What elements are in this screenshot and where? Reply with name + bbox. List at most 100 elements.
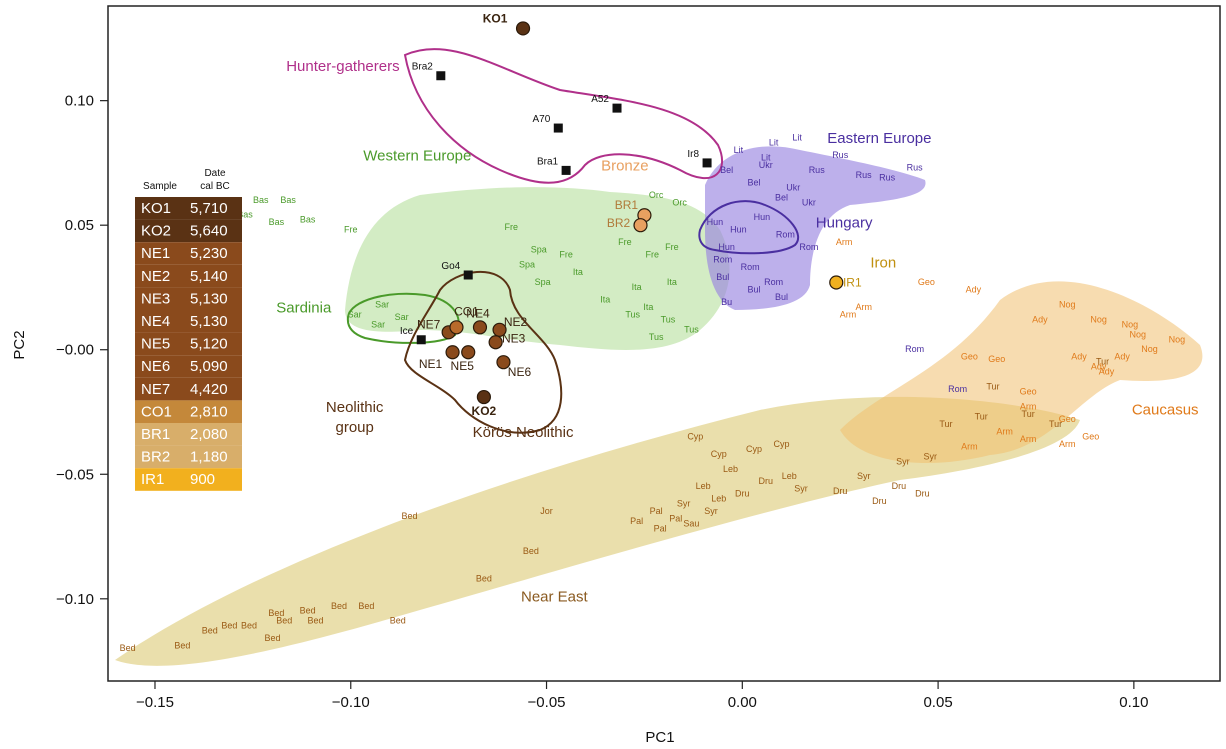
table-sample-cell: IR1 xyxy=(141,471,164,488)
table-row xyxy=(135,468,242,491)
population-point: Rus xyxy=(879,172,896,182)
cluster-regions xyxy=(115,146,1203,666)
population-point: Arm xyxy=(996,426,1013,436)
population-point: Bu xyxy=(721,297,732,307)
hunter-gatherer-marker xyxy=(436,71,446,81)
population-point: Ady xyxy=(1091,362,1107,372)
population-point: Tur xyxy=(1049,419,1062,429)
hunter-gatherer-label: Ir8 xyxy=(687,149,699,160)
neolithic-outline xyxy=(403,270,563,434)
population-point: Bed xyxy=(221,621,237,631)
population-point: Leb xyxy=(696,481,711,491)
population-point: Syr xyxy=(924,451,938,461)
y-axis-label: PC2 xyxy=(11,330,28,359)
ancient-sample-marker xyxy=(496,355,511,370)
population-point: Geo xyxy=(1059,414,1076,424)
x-tick-label: −0.05 xyxy=(528,694,566,711)
population-point: Bed xyxy=(264,633,280,643)
population-point: Rom xyxy=(741,262,760,272)
population-point: Arm xyxy=(836,237,853,247)
ancient-sample-marker xyxy=(633,218,648,233)
ancient-sample-marker xyxy=(449,320,464,335)
table-date-cell: 5,090 xyxy=(190,358,228,375)
population-point: Orc xyxy=(649,190,664,200)
population-point: Bed xyxy=(390,616,406,626)
population-point: Cyp xyxy=(711,449,727,459)
population-point: Ady xyxy=(1114,352,1130,362)
table-row xyxy=(135,355,242,378)
table-sample-cell: NE7 xyxy=(141,381,170,398)
population-point: Bel xyxy=(775,192,788,202)
population-point: Syr xyxy=(677,499,691,509)
table-sample-cell: NE2 xyxy=(141,268,170,285)
region-label: Bronze xyxy=(601,157,649,174)
ancient-sample-marker xyxy=(492,322,507,337)
region-label: Sardinia xyxy=(276,299,332,316)
population-point: Ita xyxy=(667,277,677,287)
x-axis-ticks: −0.15 −0.10 −0.05 0.00 0.05 0.10 xyxy=(136,681,1148,711)
hungary-outline xyxy=(698,200,800,255)
population-point: Syr xyxy=(794,484,808,494)
y-axis-ticks: −0.10 −0.05 −0.00 0.05 0.10 xyxy=(56,93,108,608)
population-point: Lit xyxy=(769,137,779,147)
hunter-gatherer-marker xyxy=(561,165,571,175)
population-point: Spa xyxy=(519,260,535,270)
population-point: Ady xyxy=(966,284,982,294)
population-point: Cyp xyxy=(687,431,703,441)
ancient-sample-label: KO1 xyxy=(483,11,508,25)
region-label: Near East xyxy=(521,588,589,605)
population-point: Nog xyxy=(1059,299,1076,309)
region-label: Hunter-gatherers xyxy=(286,58,399,75)
population-point: Ady xyxy=(1099,367,1115,377)
cluster-outlines xyxy=(346,48,800,434)
population-point: Sar xyxy=(395,312,409,322)
table-date-cell: 2,810 xyxy=(190,403,228,420)
y-tick-label: −0.00 xyxy=(56,342,94,359)
ancient-sample-label: NE1 xyxy=(419,357,443,371)
ancient-sample-marker xyxy=(472,320,488,335)
population-point: Orc xyxy=(672,197,687,207)
population-point: Bed xyxy=(358,601,374,611)
population-point: Fre xyxy=(505,222,519,232)
population-point: Bed xyxy=(523,546,539,556)
region-label: Hungary xyxy=(816,215,873,232)
population-point: Fre xyxy=(646,250,660,260)
population-point: Fre xyxy=(665,242,679,252)
table-date-cell: 5,710 xyxy=(190,200,228,217)
population-point: Geo xyxy=(918,277,935,287)
population-point: Sar xyxy=(375,299,389,309)
population-point: Pal xyxy=(669,514,682,524)
region-label: Neolithic xyxy=(326,399,384,416)
hunter-gatherer-label: Ice xyxy=(400,326,414,337)
table-date-cell: 5,640 xyxy=(190,223,228,240)
ancient-sample-label: BR1 xyxy=(615,198,639,212)
population-point: Bed xyxy=(401,511,417,521)
population-point: Ita xyxy=(632,282,642,292)
table-row xyxy=(135,219,242,243)
population-point: Rom xyxy=(764,277,783,287)
table-sample-cell: CO1 xyxy=(141,403,172,420)
population-point: Rus xyxy=(856,170,873,180)
region-label: Körös Neolithic xyxy=(473,424,574,441)
ancient-sample-label: IR1 xyxy=(843,275,862,289)
table-row xyxy=(135,400,242,423)
population-point: Bas xyxy=(237,210,253,220)
y-tick-label: −0.05 xyxy=(56,466,94,483)
population-point: Geo xyxy=(1082,431,1099,441)
population-point: Arm xyxy=(1020,434,1037,444)
population-point: Syr xyxy=(704,506,718,516)
population-point: Bul xyxy=(775,292,788,302)
population-point: Pal xyxy=(630,516,643,526)
population-point: Arm xyxy=(855,302,872,312)
x-tick-label: 0.05 xyxy=(923,694,952,711)
population-point: Bel xyxy=(748,177,761,187)
hunter-gatherer-marker xyxy=(702,158,712,168)
population-point: Syr xyxy=(857,471,871,481)
population-point: Rus xyxy=(907,162,924,172)
population-point: Spa xyxy=(535,277,551,287)
population-point: Fre xyxy=(559,250,573,260)
table-sample-cell: NE1 xyxy=(141,245,170,262)
table-row xyxy=(135,242,242,265)
table-date-cell: 1,180 xyxy=(190,449,228,466)
